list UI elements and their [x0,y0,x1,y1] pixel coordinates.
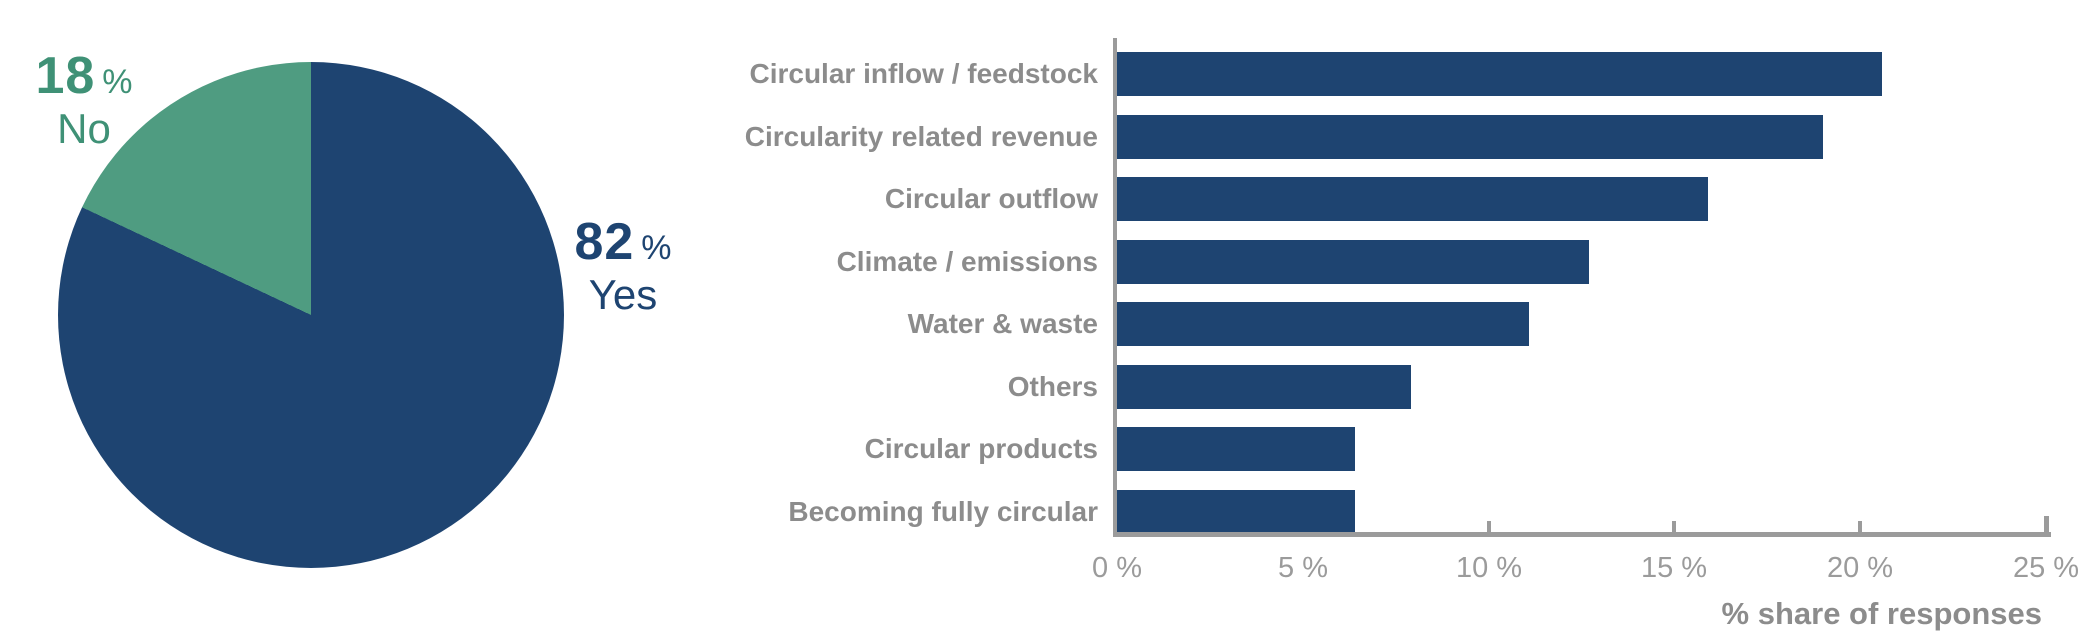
bar-row: Water & waste [560,302,2046,346]
bar-track [1117,240,2046,284]
bar-track [1117,490,2046,534]
bar [1117,302,1530,346]
bar [1117,177,1708,221]
category-label: Circular inflow / feedstock [749,58,1098,89]
bar [1117,490,1355,534]
x-tick-label: 25 % [2012,552,2080,584]
category-label: Becoming fully circular [788,496,1098,527]
bar-track [1117,302,2046,346]
bar-row: Others [560,365,2046,409]
pie-yes-value: 82 [574,213,635,271]
pie-label-yes: 82% Yes [548,214,698,318]
x-axis-title: % share of responses [1721,596,2042,631]
bar [1117,240,1589,284]
category-label: Circular outflow [884,183,1098,214]
category-label: Circularity related revenue [744,121,1098,152]
y-axis-line [1113,38,1117,537]
x-tick-mark [1858,521,1862,532]
bar-track [1117,52,2046,96]
x-tick-label: 10 % [1455,552,1523,584]
bar [1117,52,1883,96]
x-tick-label: 15 % [1640,552,1708,584]
bar-row: Circularity related revenue [560,115,2046,159]
category-label: Water & waste [907,308,1098,339]
x-axis-line [1113,532,2051,537]
pie-no-value: 18 [35,47,96,105]
bar-track [1117,427,2046,471]
pie-label-no: 18% No [14,48,154,152]
bar-track [1117,365,2046,409]
percent-sign: % [102,63,133,101]
bar [1117,365,1411,409]
x-tick-mark [2044,516,2049,532]
pie-chart [58,62,564,568]
percent-sign: % [641,229,672,267]
category-label: Others [1007,371,1098,402]
x-tick-mark [1487,521,1491,532]
x-tick-label: 0 % [1092,552,1142,584]
bar-row: Climate / emissions [560,240,2046,284]
pie-yes-label: Yes [588,271,658,319]
category-label: Circular products [864,433,1098,464]
bar-row: Becoming fully circular [560,490,2046,534]
bar-row: Circular inflow / feedstock [560,52,2046,96]
x-tick-label: 20 % [1826,552,1894,584]
bar-row: Circular products [560,427,2046,471]
bar-track [1117,115,2046,159]
bar-row: Circular outflow [560,177,2046,221]
pie-no-label: No [57,105,111,153]
x-tick-label: 5 % [1278,552,1328,584]
bar-track [1117,177,2046,221]
bar [1117,115,1824,159]
x-tick-mark [1672,521,1676,532]
bar [1117,427,1355,471]
category-label: Climate / emissions [836,246,1098,277]
